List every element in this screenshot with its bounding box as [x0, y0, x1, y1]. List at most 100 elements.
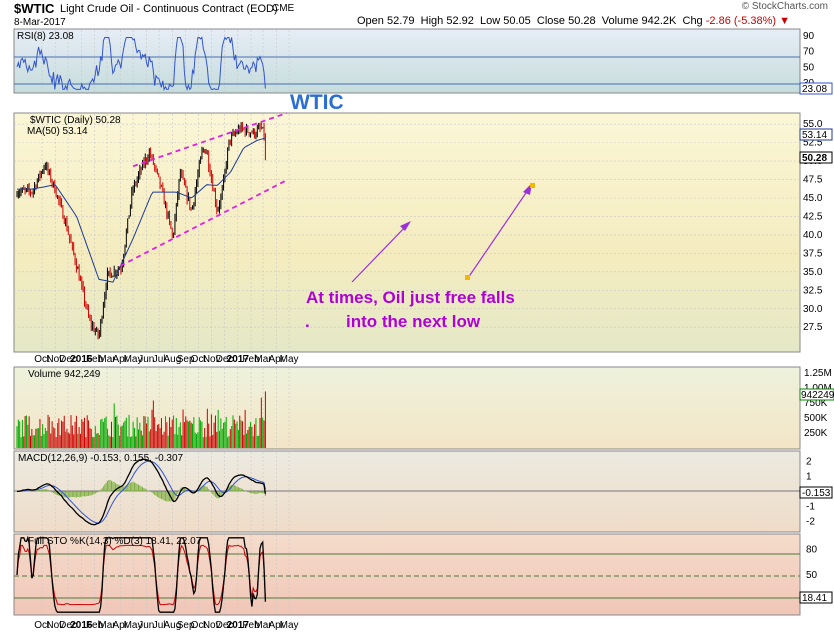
price-bars [16, 122, 266, 340]
high-value: 52.92 [446, 15, 474, 27]
macd-signal-line [17, 460, 266, 524]
ma-value-box [799, 128, 833, 141]
y-tick-label: 42.5 [803, 211, 823, 222]
x-tick-label: Jul [153, 620, 166, 631]
macd-tick-label: -1 [806, 502, 815, 513]
x-tick-label: Feb [86, 354, 104, 365]
annotation-arrow-1 [351, 223, 409, 283]
x-tick-label: Aug [163, 354, 181, 365]
x-tick-label: Sep [177, 620, 195, 631]
x-tick-label: Jun [138, 620, 154, 631]
rsi-line [16, 36, 266, 92]
channel-lines [119, 112, 287, 267]
x-tick-label: Nov [203, 620, 221, 631]
sto-k-line [16, 535, 267, 613]
x-tick-label: Nov [46, 620, 64, 631]
sto-value-box [799, 591, 833, 604]
annotation-anchor [465, 275, 470, 280]
rsi-value: 23.08 [802, 84, 827, 95]
ma50-series [17, 137, 266, 283]
arrowhead-1 [400, 221, 411, 231]
x-tick-label: May [124, 354, 143, 365]
brand: © StockCharts.com [741, 1, 828, 12]
y-tick-label: 52.5 [803, 138, 823, 149]
macd-tick-label: 2 [806, 457, 812, 468]
x-tick-label: Oct [34, 620, 50, 631]
ma-title: MA(50) 53.14 [27, 126, 88, 137]
x-tick-label: 2016 [70, 354, 93, 365]
close-label: Close [536, 15, 566, 27]
x-tick-label: Dec [216, 354, 234, 365]
open-value: 52.79 [386, 15, 415, 27]
sto-tick-label: 80 [806, 545, 818, 556]
x-tick-label: Feb [86, 620, 104, 631]
sto-tick-label: 50 [806, 570, 818, 581]
x-tick-label: Nov [203, 354, 221, 365]
ma-value: 53.14 [802, 130, 827, 141]
open-label: Open [357, 15, 384, 27]
exchange: CME [272, 3, 295, 14]
ma50-line [17, 137, 266, 283]
x-tick-label: Apr [268, 354, 284, 365]
x-tick-label: Nov [46, 354, 64, 365]
annotation-line-2: into the next low [346, 312, 481, 331]
volume-label: Volume [601, 15, 639, 27]
x-tick-label: Sep [177, 354, 195, 365]
rsi-tick-label: 70 [803, 47, 815, 58]
x-tick-label: Oct [191, 354, 207, 365]
y-tick-label: 27.5 [803, 322, 823, 333]
value-markers: 23.08 53.14 50.28 942249 -0.153 18.41 [799, 82, 834, 604]
volume-value: 942249 [801, 390, 834, 401]
x-tick-label: Dec [216, 620, 234, 631]
y-tick-label: 37.5 [803, 248, 823, 259]
macd-line [16, 458, 267, 526]
volume-title: Volume 942,249 [28, 369, 101, 380]
channel-upper [132, 112, 287, 168]
price-title: $WTIC (Daily) 50.28 [30, 115, 121, 126]
y-tick-label: 47.5 [803, 175, 823, 186]
rsi-series [16, 36, 266, 92]
close-value: 50.28 [802, 153, 827, 164]
x-tick-label: Oct [34, 354, 50, 365]
x-tick-label: May [280, 354, 299, 365]
x-tick-label: Aug [163, 620, 181, 631]
x-tick-label: Dec [59, 354, 77, 365]
y-tick-label: 45.0 [803, 193, 823, 204]
volume-tick-label: 1.25M [804, 368, 832, 379]
sto-panel [13, 533, 801, 616]
annotation-dot: . [305, 312, 310, 331]
y-tick-label: 35.0 [803, 267, 823, 278]
macd-series [16, 458, 267, 526]
macd-tick-label: -2 [806, 517, 815, 528]
panel-titles: RSI(8) 23.08 WTIC $WTIC (Daily) 50.28 MA… [17, 31, 344, 547]
volume-tick-label: 250K [804, 428, 828, 439]
volume-bars [16, 391, 266, 448]
chart-header: $WTIC Light Crude Oil - Continuous Contr… [0, 0, 834, 28]
x-tick-label: Mar [98, 620, 116, 631]
sto-series [16, 535, 267, 613]
y-tick-label: 55.0 [803, 119, 823, 130]
volume-tick-label: 750K [804, 398, 828, 409]
macd-title: MACD(12,26,9) -0.153, 0.155, -0.307 [18, 453, 184, 464]
y-tick-label: 30.0 [803, 304, 823, 315]
x-tick-label: Mar [98, 354, 116, 365]
x-tick-label: Jul [153, 354, 166, 365]
annotation: At times, Oil just free falls into the n… [305, 183, 535, 331]
x-tick-label: Apr [112, 354, 128, 365]
annotation-anchor-2 [530, 183, 535, 188]
volume-tick-label: 500K [804, 413, 828, 424]
volume-value-box [799, 388, 834, 401]
x-tick-label: 2017 [227, 354, 250, 365]
panel-backgrounds [13, 28, 801, 616]
x-tick-label: Jun [138, 354, 154, 365]
x-tick-label: 2016 [70, 620, 93, 631]
x-tick-label: May [280, 620, 299, 631]
rsi-panel [13, 28, 801, 94]
grid-lines [14, 30, 800, 614]
date: 8-Mar-2017 [14, 17, 66, 28]
y-tick-label: 32.5 [803, 285, 823, 296]
sto-value: 18.41 [802, 593, 827, 604]
macd-value-box [799, 486, 833, 499]
ohlc-readout: Open 52.79 High 52.92 Low 50.05 Close 50… [357, 15, 790, 27]
